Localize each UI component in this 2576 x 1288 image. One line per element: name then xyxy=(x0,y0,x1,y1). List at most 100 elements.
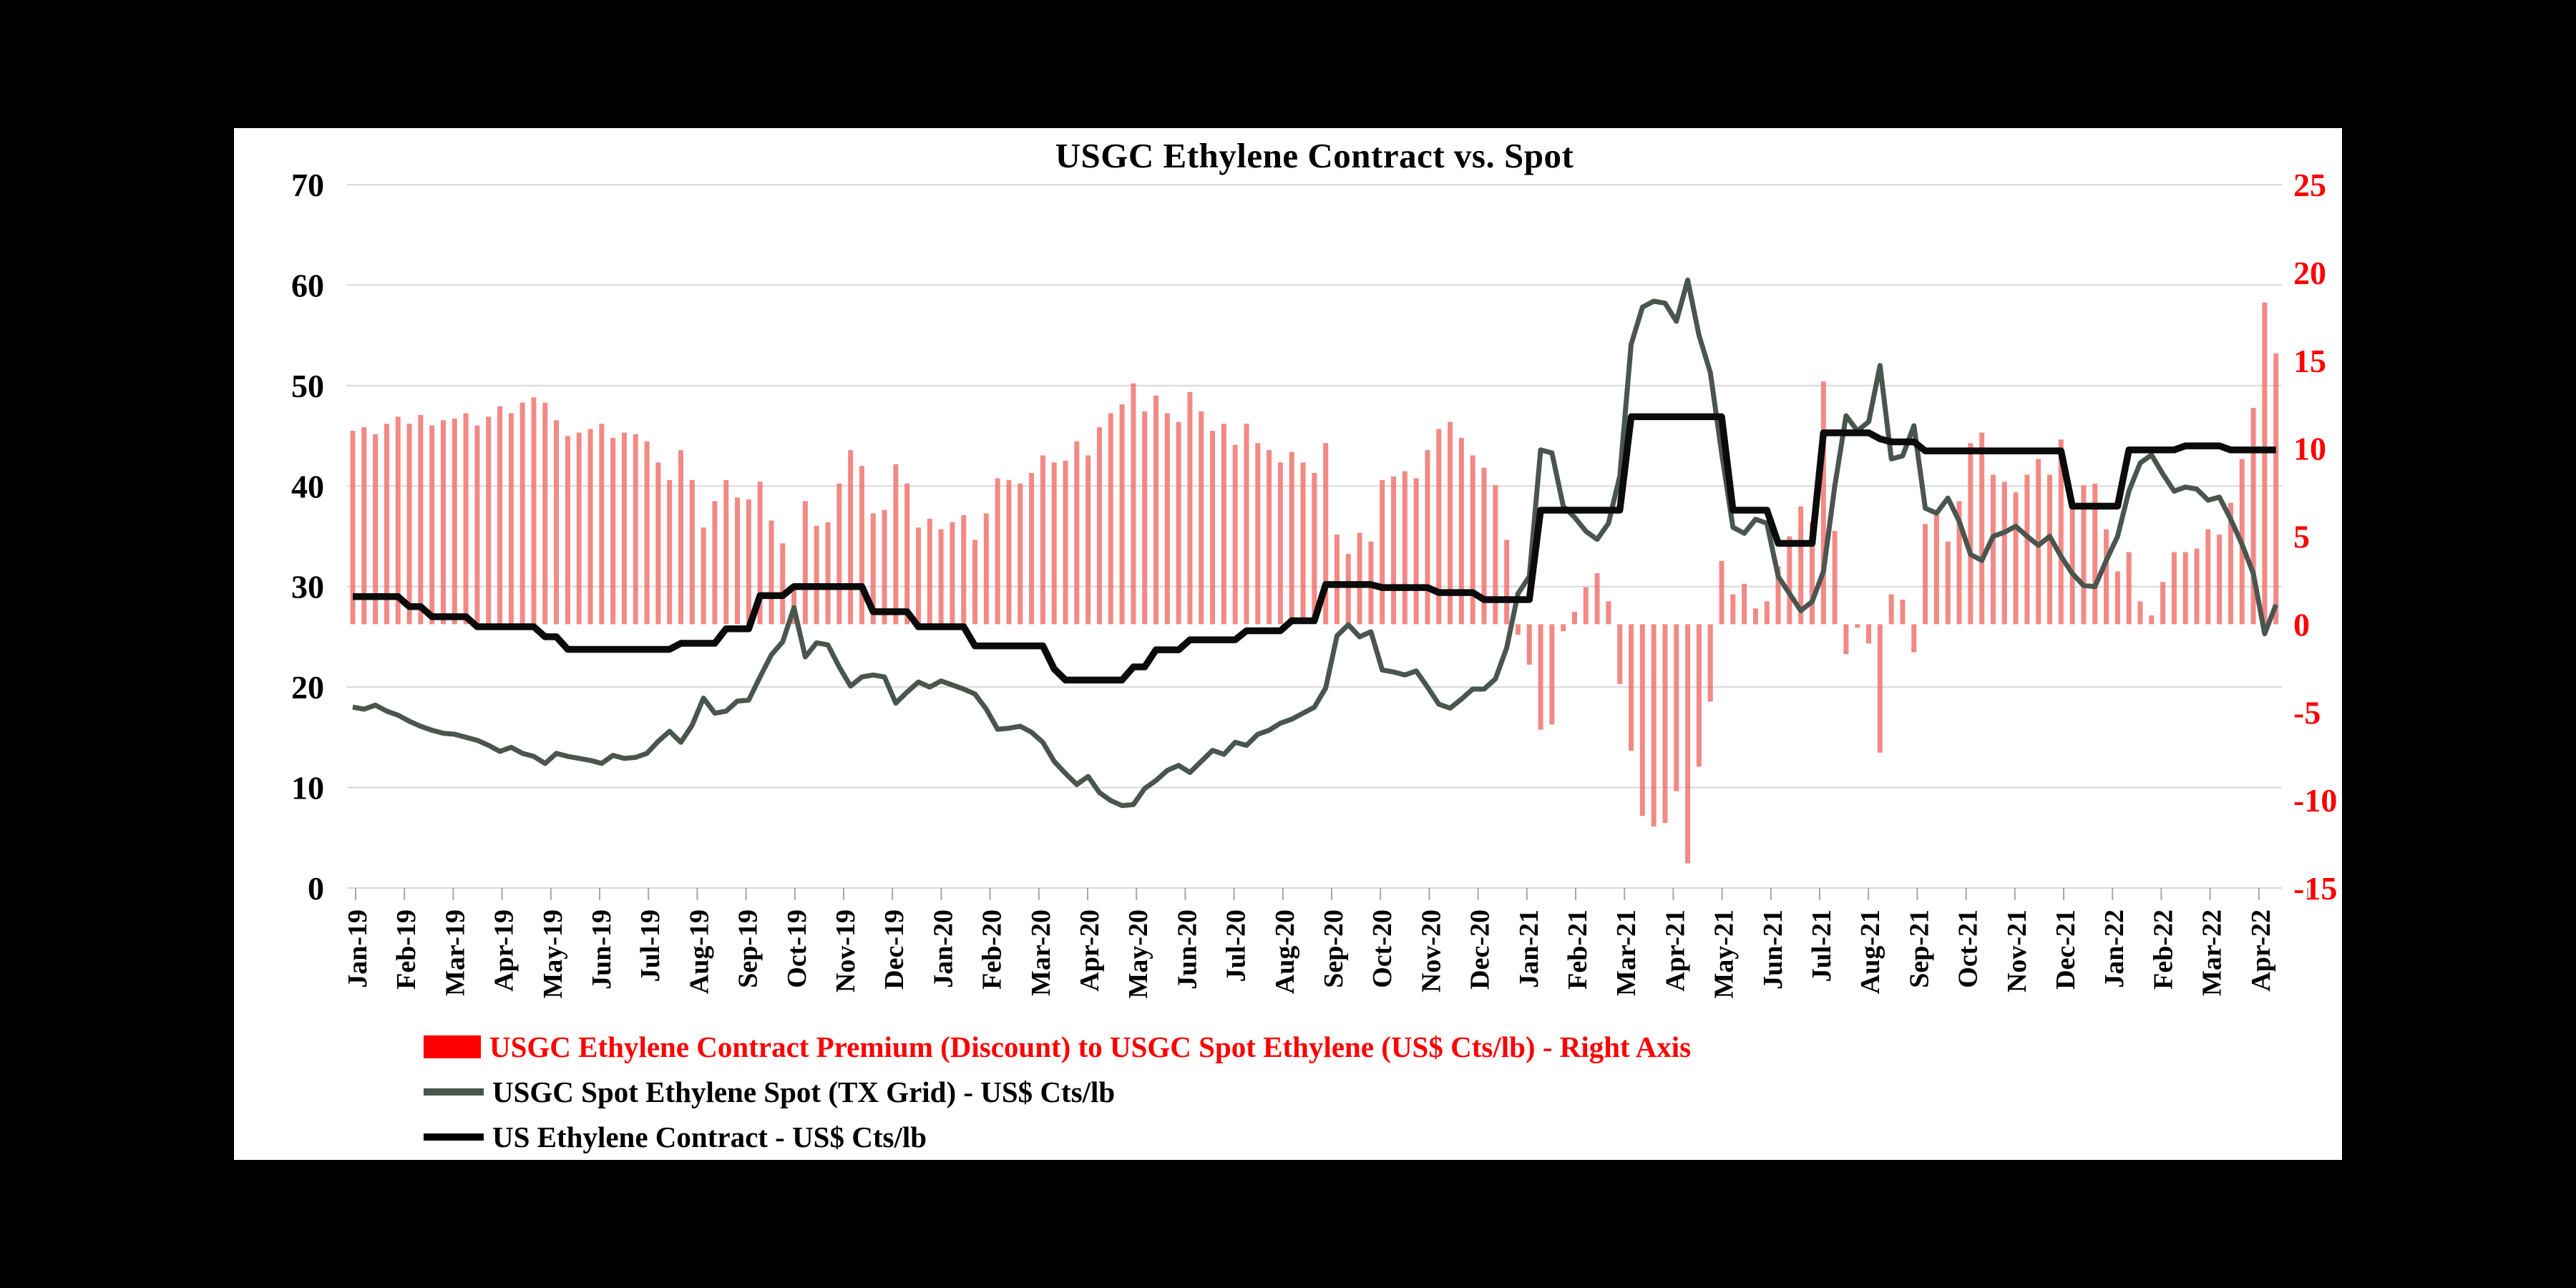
premium-bar xyxy=(1142,411,1148,625)
x-axis-month-label: Nov-21 xyxy=(2002,909,2032,992)
premium-bar xyxy=(746,499,751,625)
premium-bar xyxy=(1752,608,1758,625)
premium-bar xyxy=(474,425,480,625)
x-axis-month-label: Mar-20 xyxy=(1026,909,1056,996)
premium-bar xyxy=(531,397,537,625)
premium-bar xyxy=(1639,624,1645,816)
x-axis-month-label: Dec-21 xyxy=(2051,909,2081,990)
premium-bar xyxy=(1571,612,1577,625)
x-axis-month-label: May-21 xyxy=(1709,909,1740,999)
x-axis-month-label: Aug-21 xyxy=(1855,909,1885,994)
legend-row-premium: USGC Ethylene Contract Premium (Discount… xyxy=(424,1024,1691,1069)
premium-bar xyxy=(1267,450,1272,625)
x-axis-month-label: Feb-19 xyxy=(391,909,421,990)
legend: USGC Ethylene Contract Premium (Discount… xyxy=(424,1024,1691,1159)
x-axis-month-label: Jun-21 xyxy=(1758,909,1788,990)
premium-bar xyxy=(961,515,967,625)
right-axis-tick-label: 15 xyxy=(2293,343,2326,379)
premium-bar xyxy=(2250,408,2256,625)
premium-bar xyxy=(554,420,560,625)
premium-bar xyxy=(836,483,842,625)
premium-bar xyxy=(1040,455,1045,625)
premium-bar xyxy=(2217,535,2223,625)
premium-bar xyxy=(1820,381,1826,625)
left-axis-tick-label: 10 xyxy=(291,770,324,806)
x-axis-month-label: Feb-21 xyxy=(1563,909,1593,990)
x-axis-month-label: Sep-19 xyxy=(733,909,763,988)
premium-bar xyxy=(1436,429,1442,625)
premium-bar xyxy=(1855,624,1860,628)
premium-bar xyxy=(587,429,593,625)
premium-bar xyxy=(2058,439,2064,625)
premium-bar xyxy=(2273,353,2279,625)
premium-bar xyxy=(2205,529,2211,625)
premium-bar xyxy=(1629,624,1634,751)
premium-bar xyxy=(1425,450,1430,625)
premium-bar xyxy=(689,479,695,625)
premium-bar xyxy=(1199,411,1204,625)
premium-bar xyxy=(735,497,741,625)
premium-bar xyxy=(1843,624,1849,655)
premium-bar xyxy=(1255,443,1261,625)
right-axis-tick-label: -15 xyxy=(2293,870,2337,907)
x-axis-month-label: Jan-21 xyxy=(1514,909,1544,988)
premium-bar xyxy=(1221,424,1226,625)
premium-bar xyxy=(1504,540,1510,625)
premium-bar xyxy=(440,420,446,625)
legend-label-contract: US Ethylene Contract - US$ Cts/lb xyxy=(492,1120,927,1153)
x-axis-month-label: Jul-20 xyxy=(1221,909,1252,982)
x-axis-month-label: May-19 xyxy=(538,909,568,999)
premium-bar xyxy=(2160,582,2166,625)
premium-bar xyxy=(406,424,412,625)
premium-bar xyxy=(2194,548,2200,625)
premium-bar xyxy=(1549,624,1555,725)
premium-bar xyxy=(701,527,706,625)
x-axis-month-label: Apr-22 xyxy=(2246,909,2276,992)
premium-bar xyxy=(1617,624,1623,684)
premium-bar xyxy=(542,402,548,625)
premium-bar xyxy=(1979,432,1985,625)
premium-bar xyxy=(1119,404,1125,625)
premium-bar xyxy=(802,501,808,625)
premium-bar xyxy=(927,518,932,625)
premium-bar xyxy=(757,482,763,625)
premium-bar xyxy=(1164,413,1170,625)
premium-bar xyxy=(1900,599,1906,625)
premium-bar xyxy=(1312,473,1317,625)
spot-line xyxy=(352,277,2278,809)
premium-bar xyxy=(972,540,978,625)
x-axis-month-label: Oct-19 xyxy=(782,909,812,988)
premium-bar xyxy=(712,501,718,625)
premium-bar xyxy=(1742,583,1747,625)
left-axis-tick-label: 30 xyxy=(291,569,324,605)
premium-bar xyxy=(1051,462,1057,625)
premium-bar xyxy=(723,479,729,625)
premium-bar xyxy=(1515,624,1521,635)
premium-bar xyxy=(769,520,774,625)
premium-bar xyxy=(2171,552,2177,625)
premium-bar xyxy=(2069,506,2075,625)
premium-bar xyxy=(2092,483,2098,625)
premium-bar xyxy=(870,513,876,625)
premium-bar xyxy=(950,522,955,625)
premium-bar xyxy=(1244,424,1249,625)
left-axis-tick-label: 40 xyxy=(291,468,324,504)
premium-bar xyxy=(1798,506,1804,625)
premium-bar xyxy=(418,414,424,625)
premium-bar xyxy=(452,418,457,625)
x-axis-month-label: Nov-19 xyxy=(831,909,861,992)
x-axis-month-label: Jan-22 xyxy=(2099,909,2129,988)
premium-bar xyxy=(1357,532,1362,625)
x-axis-month-label: Jul-21 xyxy=(1807,909,1837,982)
premium-bar xyxy=(916,527,921,625)
x-axis-month-label: Aug-20 xyxy=(1270,909,1300,994)
premium-bar xyxy=(667,479,673,625)
premium-bar xyxy=(1413,478,1419,625)
premium-bar xyxy=(848,450,854,625)
premium-bar xyxy=(1707,624,1713,702)
x-axis-month-label: Oct-20 xyxy=(1367,909,1397,988)
premium-bar xyxy=(1832,531,1838,625)
premium-bar xyxy=(2047,474,2052,625)
x-axis-month-label: Apr-19 xyxy=(489,909,519,992)
